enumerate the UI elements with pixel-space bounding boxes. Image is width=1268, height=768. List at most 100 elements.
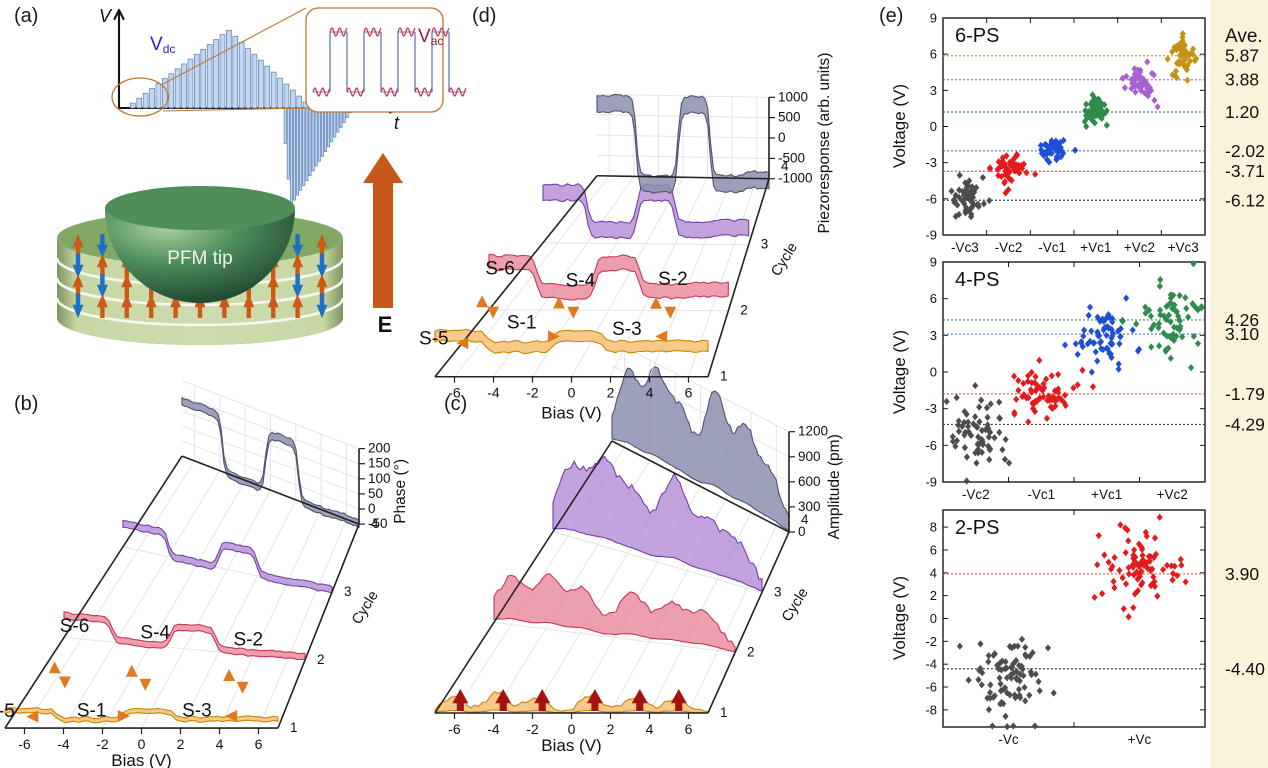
- svg-text:Bias (V): Bias (V): [541, 404, 601, 423]
- svg-text:-Vc1: -Vc1: [1038, 240, 1066, 255]
- svg-text:0: 0: [368, 501, 376, 516]
- svg-text:0: 0: [138, 736, 146, 752]
- svg-text:PFM tip: PFM tip: [167, 248, 232, 269]
- svg-text:+Vc1: +Vc1: [1080, 240, 1111, 255]
- svg-text:6: 6: [685, 721, 693, 737]
- svg-text:2: 2: [740, 303, 748, 318]
- svg-text:S-5: S-5: [419, 329, 449, 350]
- svg-text:Phase (°): Phase (°): [392, 459, 409, 524]
- svg-text:600: 600: [798, 474, 821, 489]
- svg-text:+Vc2: +Vc2: [1157, 487, 1188, 502]
- svg-text:1000: 1000: [778, 89, 808, 104]
- svg-text:8: 8: [930, 520, 937, 535]
- svg-text:(e): (e): [879, 5, 903, 27]
- svg-text:-3: -3: [925, 401, 937, 416]
- svg-text:Voltage (V): Voltage (V): [890, 84, 909, 168]
- svg-text:E: E: [378, 312, 393, 337]
- svg-text:6: 6: [930, 542, 937, 557]
- svg-text:S-1: S-1: [507, 313, 537, 334]
- svg-text:900: 900: [798, 449, 821, 464]
- svg-text:-Vc2: -Vc2: [995, 240, 1023, 255]
- svg-text:-2: -2: [96, 736, 109, 752]
- svg-text:3.90: 3.90: [1225, 564, 1259, 584]
- svg-text:-Vc1: -Vc1: [1027, 487, 1055, 502]
- svg-text:Amplitude (pm): Amplitude (pm): [826, 434, 843, 539]
- svg-text:-2.02: -2.02: [1225, 141, 1265, 161]
- svg-text:1.20: 1.20: [1225, 102, 1259, 122]
- svg-text:-1.79: -1.79: [1225, 384, 1265, 404]
- svg-text:S-5: S-5: [0, 701, 15, 722]
- svg-text:Bias (V): Bias (V): [111, 751, 171, 768]
- svg-text:+Vc: +Vc: [1128, 732, 1152, 747]
- svg-text:-3.71: -3.71: [1225, 161, 1265, 181]
- svg-text:-8: -8: [925, 702, 937, 717]
- svg-text:3: 3: [774, 584, 782, 599]
- svg-text:200: 200: [368, 441, 391, 456]
- svg-text:0: 0: [778, 130, 786, 145]
- svg-text:2: 2: [177, 736, 185, 752]
- svg-text:-Vc2: -Vc2: [962, 487, 990, 502]
- svg-text:4: 4: [930, 565, 937, 580]
- svg-text:-6: -6: [448, 721, 461, 737]
- svg-text:(b): (b): [14, 393, 38, 415]
- svg-text:-6: -6: [925, 191, 937, 206]
- svg-text:9: 9: [930, 11, 937, 26]
- svg-text:-4: -4: [487, 385, 500, 401]
- svg-text:500: 500: [778, 110, 801, 125]
- svg-text:S-4: S-4: [140, 622, 170, 643]
- svg-text:-6.12: -6.12: [1225, 190, 1265, 210]
- svg-text:150: 150: [368, 456, 391, 471]
- svg-text:1: 1: [720, 705, 728, 720]
- svg-text:1200: 1200: [798, 424, 828, 439]
- svg-text:3: 3: [761, 237, 769, 252]
- svg-text:4: 4: [646, 721, 654, 737]
- svg-text:0: 0: [798, 524, 806, 539]
- svg-text:-9: -9: [925, 228, 937, 243]
- svg-text:-2: -2: [526, 385, 539, 401]
- svg-text:Ave.: Ave.: [1225, 26, 1263, 47]
- svg-text:(c): (c): [444, 393, 467, 415]
- svg-text:2: 2: [607, 721, 615, 737]
- svg-text:-6: -6: [925, 438, 937, 453]
- svg-text:V: V: [99, 6, 113, 26]
- svg-text:1: 1: [720, 369, 728, 384]
- svg-text:Voltage (V): Voltage (V): [890, 330, 909, 414]
- svg-text:3: 3: [344, 584, 352, 599]
- svg-text:-4.40: -4.40: [1225, 659, 1265, 679]
- svg-text:3.88: 3.88: [1225, 70, 1259, 90]
- svg-text:-6: -6: [925, 680, 937, 695]
- svg-text:-9: -9: [925, 475, 937, 490]
- svg-text:0: 0: [930, 365, 937, 380]
- svg-text:-6: -6: [18, 736, 31, 752]
- svg-text:-50: -50: [368, 516, 388, 531]
- svg-text:S-2: S-2: [658, 269, 688, 290]
- svg-text:2: 2: [747, 645, 755, 660]
- svg-text:S-6: S-6: [60, 616, 90, 637]
- svg-text:-Vc3: -Vc3: [951, 240, 979, 255]
- svg-text:2-PS: 2-PS: [955, 517, 999, 539]
- svg-text:(a): (a): [14, 5, 38, 27]
- svg-text:S-4: S-4: [566, 271, 596, 292]
- svg-text:-3: -3: [925, 155, 937, 170]
- svg-text:Voltage (V): Voltage (V): [890, 576, 909, 660]
- svg-text:(d): (d): [472, 5, 496, 27]
- svg-text:-1000: -1000: [778, 171, 813, 186]
- svg-text:S-3: S-3: [182, 701, 212, 722]
- svg-text:2: 2: [930, 588, 937, 603]
- svg-text:6: 6: [930, 47, 937, 62]
- svg-text:0: 0: [568, 385, 576, 401]
- svg-text:-4: -4: [57, 736, 70, 752]
- svg-text:300: 300: [798, 499, 821, 514]
- svg-text:-500: -500: [778, 150, 805, 165]
- svg-text:1: 1: [290, 720, 298, 735]
- svg-text:50: 50: [368, 486, 383, 501]
- svg-text:5.87: 5.87: [1225, 46, 1259, 66]
- svg-text:4-PS: 4-PS: [955, 269, 999, 291]
- svg-text:S-3: S-3: [612, 319, 642, 340]
- svg-text:+Vc2: +Vc2: [1124, 240, 1155, 255]
- svg-text:6-PS: 6-PS: [955, 25, 999, 47]
- svg-text:0: 0: [930, 119, 937, 134]
- svg-text:S-2: S-2: [234, 630, 264, 651]
- svg-text:4.26: 4.26: [1225, 310, 1259, 330]
- svg-text:6: 6: [685, 385, 693, 401]
